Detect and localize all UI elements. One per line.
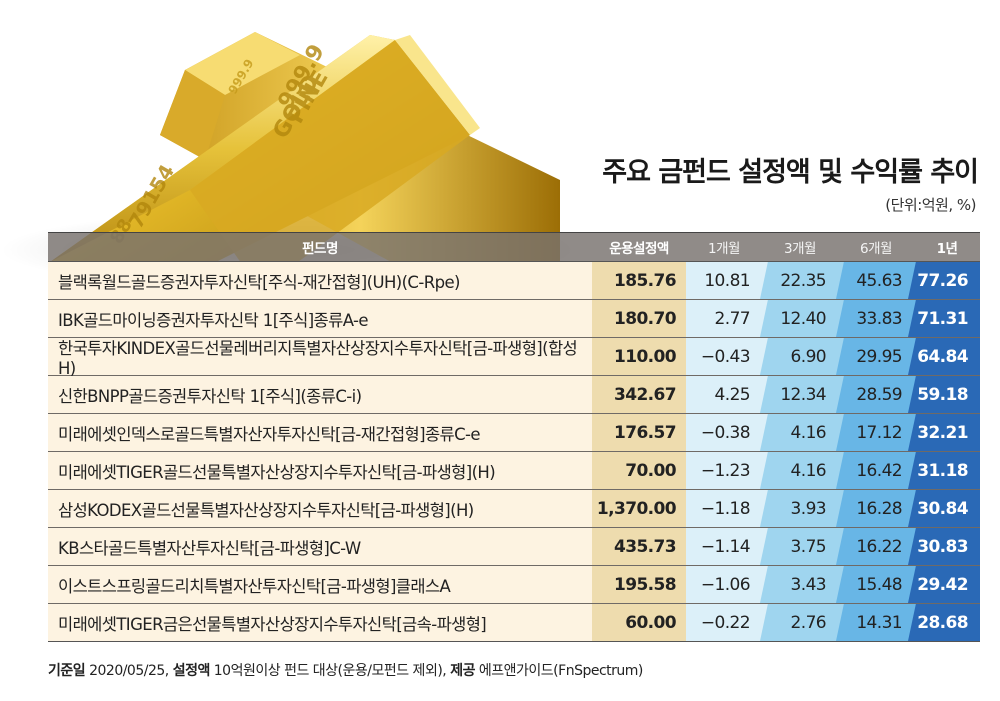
return-1year: 32.21 — [917, 422, 968, 443]
table-row: 블랙록월드골드증권자투자신탁[주식-재간접형](UH)(C-Rpe) 185.76… — [48, 262, 980, 300]
header-6month: 6개월 — [860, 241, 892, 257]
return-3month: 22.35 — [780, 270, 826, 291]
footnote-label-amount: 설정액 — [172, 663, 211, 679]
return-color-band — [686, 490, 980, 527]
fund-table: 펀드명 운용설정액 1개월 3개월 6개월 1년 블랙록월드골드증권자투자신탁[… — [48, 232, 980, 642]
return-6month: 14.31 — [856, 612, 902, 633]
header-1year: 1년 — [936, 241, 958, 257]
table-row: 미래에셋TIGER골드선물특별자산상장지수투자신탁[금-파생형](H) 70.00… — [48, 452, 980, 490]
fund-name: KB스타골드특별자산투자신탁[금-파생형]C-W — [48, 528, 592, 565]
return-3month: 3.43 — [790, 574, 827, 595]
return-color-band — [686, 414, 980, 451]
fund-name: 신한BNPP골드증권투자신탁 1[주식](종류C-i) — [48, 376, 592, 413]
return-1month: −1.23 — [700, 460, 751, 481]
fund-amount: 185.76 — [592, 262, 686, 299]
return-1month: 2.77 — [714, 308, 751, 329]
fund-name: 한국투자KINDEX골드선물레버리지특별자산상장지수투자신탁[금-파생형](합성… — [48, 338, 592, 378]
footnote-date: 2020/05/25, — [85, 663, 173, 679]
table-row: KB스타골드특별자산투자신탁[금-파생형]C-W 435.73 −1.14 3.75 1… — [48, 528, 980, 566]
fund-amount: 110.00 — [592, 338, 686, 375]
return-1month: −1.06 — [700, 574, 751, 595]
fund-name: 미래에셋TIGER금은선물특별자산상장지수투자신탁[금속-파생형] — [48, 604, 592, 641]
return-3month: 4.16 — [790, 460, 827, 481]
footnote-label-date: 기준일 — [48, 663, 86, 679]
return-3month: 2.76 — [790, 612, 827, 633]
return-color-band — [686, 338, 980, 375]
return-6month: 28.59 — [856, 384, 902, 405]
return-1month: 4.25 — [714, 384, 751, 405]
return-1year: 31.18 — [917, 460, 968, 481]
footnote: 기준일 2020/05/25, 설정액 10억원이상 펀드 대상(운용/모펀드 … — [48, 660, 643, 680]
return-3month: 4.16 — [790, 422, 827, 443]
footnote-source: 에프앤가이드(FnSpectrum) — [474, 663, 643, 679]
return-1year: 64.84 — [917, 346, 968, 367]
return-1year: 77.26 — [917, 270, 968, 291]
return-color-band — [686, 452, 980, 489]
return-1year: 29.42 — [917, 574, 968, 595]
table-header: 펀드명 운용설정액 1개월 3개월 6개월 1년 — [48, 232, 980, 262]
return-color-band — [686, 528, 980, 565]
unit-label: (단위:억원, %) — [885, 196, 976, 214]
footnote-label-source: 제공 — [450, 663, 475, 679]
fund-amount: 180.70 — [592, 300, 686, 337]
table-row: IBK골드마이닝증권자투자신탁 1[주식]종류A-e 180.70 2.77 12.4… — [48, 300, 980, 338]
return-color-band — [686, 262, 980, 299]
fund-amount: 60.00 — [592, 604, 686, 641]
fund-amount: 1,370.00 — [592, 490, 686, 527]
return-6month: 45.63 — [856, 270, 902, 291]
chart-title: 주요 금펀드 설정액 및 수익률 추이 — [602, 157, 979, 188]
table-row: 이스트스프링골드리치특별자산투자신탁[금-파생형]클래스A 195.58 −1.06… — [48, 566, 980, 604]
return-6month: 16.28 — [856, 498, 902, 519]
return-6month: 15.48 — [856, 574, 902, 595]
return-1year: 59.18 — [917, 384, 968, 405]
return-1year: 30.84 — [917, 498, 968, 519]
return-6month: 17.12 — [856, 422, 902, 443]
table-row: 한국투자KINDEX골드선물레버리지특별자산상장지수투자신탁[금-파생형](합성… — [48, 338, 980, 378]
return-color-band — [686, 300, 980, 337]
fund-name: 미래에셋인덱스로골드특별자산자투자신탁[금-재간접형]종류C-e — [48, 414, 592, 451]
return-1month: −0.22 — [700, 612, 751, 633]
fund-amount: 70.00 — [592, 452, 686, 489]
return-1year: 71.31 — [917, 308, 968, 329]
fund-amount: 342.67 — [592, 376, 686, 413]
return-color-band — [686, 376, 980, 413]
header-amount: 운용설정액 — [609, 241, 669, 257]
return-3month: 12.40 — [780, 308, 826, 329]
return-1year: 28.68 — [917, 612, 968, 633]
table-row: 미래에셋TIGER금은선물특별자산상장지수투자신탁[금속-파생형] 60.00 −0… — [48, 604, 980, 642]
return-1month: −0.38 — [700, 422, 751, 443]
fund-name: 삼성KODEX골드선물특별자산상장지수투자신탁[금-파생형](H) — [48, 490, 592, 527]
table-row: 삼성KODEX골드선물특별자산상장지수투자신탁[금-파생형](H) 1,370.0… — [48, 490, 980, 528]
return-color-band — [686, 604, 980, 641]
return-3month: 3.93 — [790, 498, 827, 519]
return-6month: 29.95 — [856, 346, 902, 367]
header-1month: 1개월 — [708, 241, 740, 257]
fund-name: IBK골드마이닝증권자투자신탁 1[주식]종류A-e — [48, 300, 592, 337]
footnote-amount-criteria: 10억원이상 펀드 대상(운용/모펀드 제외), — [209, 663, 451, 679]
fund-name: 이스트스프링골드리치특별자산투자신탁[금-파생형]클래스A — [48, 566, 592, 603]
table-row: 미래에셋인덱스로골드특별자산자투자신탁[금-재간접형]종류C-e 176.57 −0… — [48, 414, 980, 452]
return-6month: 16.22 — [856, 536, 902, 557]
header-3month: 3개월 — [784, 241, 816, 257]
return-6month: 33.83 — [856, 308, 902, 329]
return-1month: −1.18 — [700, 498, 751, 519]
return-3month: 6.90 — [790, 346, 827, 367]
fund-name: 미래에셋TIGER골드선물특별자산상장지수투자신탁[금-파생형](H) — [48, 452, 592, 489]
return-1month: 10.81 — [704, 270, 750, 291]
fund-amount: 195.58 — [592, 566, 686, 603]
fund-amount: 176.57 — [592, 414, 686, 451]
return-1month: −0.43 — [700, 346, 751, 367]
table-row: 신한BNPP골드증권투자신탁 1[주식](종류C-i) 342.67 4.25 12.… — [48, 376, 980, 414]
return-3month: 12.34 — [780, 384, 826, 405]
return-3month: 3.75 — [790, 536, 827, 557]
fund-name: 블랙록월드골드증권자투자신탁[주식-재간접형](UH)(C-Rpe) — [48, 262, 592, 299]
header-fund-name: 펀드명 — [302, 241, 338, 257]
return-color-band — [686, 566, 980, 603]
return-6month: 16.42 — [856, 460, 902, 481]
return-1year: 30.83 — [917, 536, 968, 557]
return-1month: −1.14 — [700, 536, 751, 557]
fund-amount: 435.73 — [592, 528, 686, 565]
